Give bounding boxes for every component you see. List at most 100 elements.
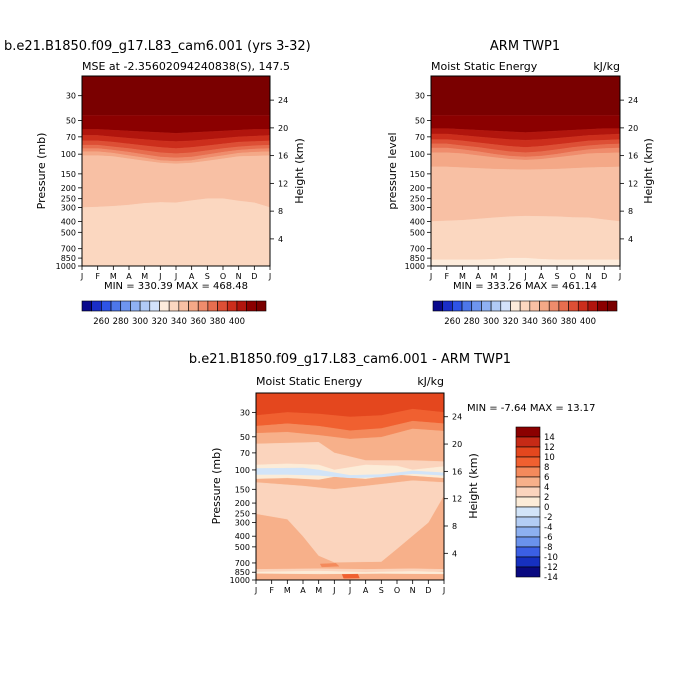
p1-xtick-label: M [110,272,117,281]
panel3-units: kJ/kg [417,375,444,388]
cb1-label: 260 [93,317,109,327]
cb3-label: -8 [544,543,552,553]
panel1-title: b.e21.B1850.f09_g17.L83_cam6.001 (yrs 3-… [4,39,311,54]
panel1-subtitle: MSE at -2.35602094240838(S), 147.5 [82,60,290,73]
p3-height-tick-label: 8 [452,522,457,531]
p2-band [431,76,620,116]
cb2-swatch [510,300,521,312]
p1-xtick-label: J [80,272,83,281]
cb3-label: 0 [544,503,549,513]
p1-height-tick-label: 16 [278,152,288,161]
panel1-y2label: Height (km) [293,138,306,204]
p3-region [256,463,444,480]
cb2-swatch [568,300,579,312]
cb2-swatch [577,300,589,312]
p3-ytick-label: 50 [240,433,250,442]
cb1-swatch [236,300,247,312]
panel1-ylabel: Pressure (mb) [35,133,48,210]
panel2-title: ARM TWP1 [490,39,560,54]
cb1-swatch [168,300,180,312]
cb2-label: 280 [464,317,480,327]
cb3-label: -10 [544,553,558,563]
p3-region [256,467,444,479]
panel1-contour-field [82,76,270,266]
p2-xtick-label: M [459,272,466,281]
p3-xtick-label: J [332,586,335,595]
p1-ytick-label: 700 [61,245,76,254]
p3-xtick-label: S [379,586,384,595]
cb1-swatch [120,300,131,312]
cb2-swatch [558,300,569,312]
cb3-label: 2 [544,493,549,503]
p2-xtick-label: F [444,272,449,281]
cb2-label: 400 [580,317,596,327]
p2-band [431,215,620,260]
p3-height-tick-label: 24 [452,413,462,422]
p1-xtick-label: M [141,272,148,281]
cb1-label: 320 [151,317,167,327]
panel-model-mse: b.e21.B1850.f09_g17.L83_cam6.001 (yrs 3-… [4,39,311,327]
p3-ytick-label: 1000 [230,576,250,585]
panel3-y2label: Height (km) [467,453,480,519]
cb3-swatch [515,526,541,538]
cb2-swatch [587,300,598,312]
p2-height-tick-label: 12 [628,179,638,188]
cb1-swatch [207,300,218,312]
p3-ytick-label: 150 [235,485,250,494]
p2-band [431,257,620,266]
cb3-swatch [515,536,541,548]
cb3-label: 6 [544,473,549,483]
p2-xtick-label: N [586,272,592,281]
cb3-swatch [515,496,541,508]
p1-height-tick-label: 20 [278,124,288,133]
p2-ytick-label: 70 [415,133,425,142]
cb3-label: -2 [544,513,552,523]
cb1-label: 400 [229,317,245,327]
p3-xtick-label: J [254,586,257,595]
cb2-swatch [500,300,511,312]
cb2-swatch [461,300,473,312]
p1-xtick-label: A [126,272,132,281]
cb2-swatch [471,300,482,312]
panel1-minmax: MIN = 330.39 MAX = 468.48 [104,281,248,292]
p2-xtick-label: O [570,272,576,281]
cb3-label: 10 [544,453,555,463]
cb1-swatch [246,300,257,312]
panel-diff-mse: b.e21.B1850.f09_g17.L83_cam6.001 - ARM T… [189,352,596,595]
cb2-swatch [597,300,608,312]
cb2-label: 340 [522,317,538,327]
cb1-swatch [188,300,199,312]
p2-xtick-label: J [508,272,511,281]
cb2-swatch [539,300,550,312]
p3-region [341,573,360,579]
p2-height-tick-label: 20 [628,124,638,133]
p1-height-tick-label: 12 [278,179,288,188]
p1-ytick-label: 400 [61,217,76,226]
cb1-swatch [91,300,102,312]
p3-xtick-label: N [410,586,416,595]
p2-ytick-label: 50 [415,117,425,126]
p1-ytick-label: 1000 [56,262,76,271]
p1-xtick-label: A [189,272,195,281]
panel1-colorbar: 260 280 300 320 340 360 380 400 [81,300,267,327]
cb3-swatch [515,476,541,488]
p3-xtick-label: D [425,586,431,595]
p3-height-tick-label: 16 [452,467,462,476]
cb1-swatch [217,300,228,312]
cb1-swatch [149,300,160,312]
p1-ytick-label: 200 [61,184,76,193]
cb2-swatch [442,300,453,312]
cb3-swatch [515,456,541,468]
panel2-plot-area [431,76,620,266]
p1-height-tick-label: 24 [278,96,288,105]
p3-region [256,570,444,575]
cb3-swatch [515,546,541,558]
cb1-label: 300 [132,317,148,327]
p2-ytick-label: 400 [410,217,425,226]
panel3-minmax: MIN = -7.64 MAX = 13.17 [467,403,596,414]
cb2-swatch [490,300,502,312]
p2-ytick-label: 850 [410,254,425,263]
panel1-axes: J F M A M J J A S O N D J305070100150200250300400500… [56,92,289,281]
